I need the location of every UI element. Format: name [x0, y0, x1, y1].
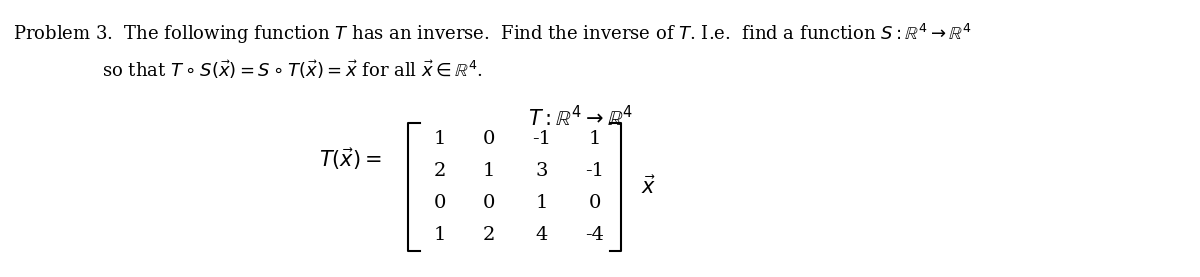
Text: $T(\vec{x}) =$: $T(\vec{x}) =$	[319, 146, 382, 172]
Text: 0: 0	[482, 194, 494, 212]
Text: 1: 1	[434, 226, 446, 244]
Text: 2: 2	[434, 162, 446, 180]
Text: -1: -1	[533, 130, 551, 148]
Text: so that $T \circ S(\vec{x}) = S \circ T(\vec{x}) = \vec{x}$ for all $\vec{x} \in: so that $T \circ S(\vec{x}) = S \circ T(…	[102, 59, 482, 81]
Text: 3: 3	[535, 162, 548, 180]
Text: 2: 2	[482, 226, 494, 244]
Text: 1: 1	[535, 194, 548, 212]
Text: 0: 0	[482, 130, 494, 148]
Text: 0: 0	[589, 194, 601, 212]
Text: -4: -4	[586, 226, 605, 244]
Text: -1: -1	[586, 162, 605, 180]
Text: 4: 4	[535, 226, 548, 244]
Text: 1: 1	[482, 162, 494, 180]
Text: Problem 3.  The following function $T$ has an inverse.  Find the inverse of $T$.: Problem 3. The following function $T$ ha…	[12, 22, 971, 46]
Text: 1: 1	[434, 130, 446, 148]
Text: 1: 1	[589, 130, 601, 148]
Text: $T : \mathbb{R}^4 \to \mathbb{R}^4$: $T : \mathbb{R}^4 \to \mathbb{R}^4$	[528, 105, 634, 130]
Text: $\vec{x}$: $\vec{x}$	[641, 176, 655, 198]
Text: 0: 0	[434, 194, 446, 212]
